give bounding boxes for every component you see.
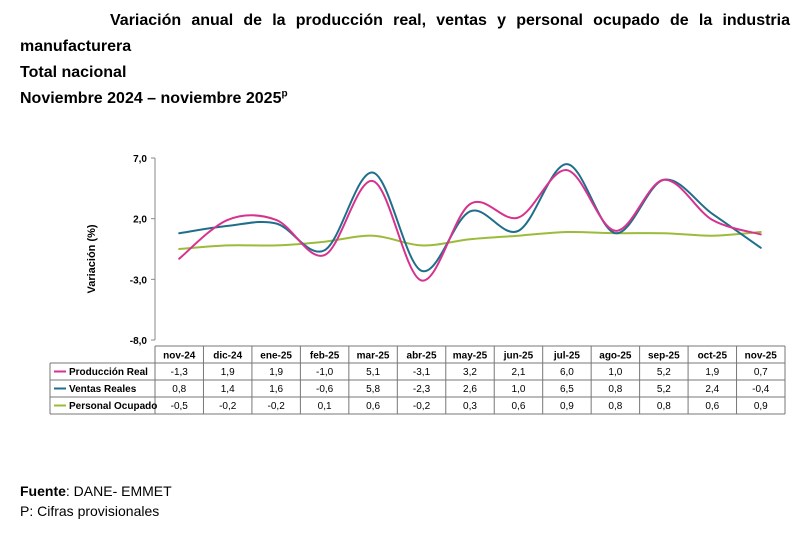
source-line: Fuente: DANE- EMMET [20, 481, 172, 501]
x-tick-label: jun-25 [503, 351, 534, 362]
x-tick-label: ago-25 [599, 351, 632, 362]
data-label: -0,6 [316, 384, 334, 395]
data-label: -1,0 [316, 367, 334, 378]
x-tick-label: dic-24 [213, 351, 242, 362]
data-label: 0,8 [657, 401, 671, 412]
data-label: 1,4 [221, 384, 235, 395]
y-tick-label: -8,0 [130, 336, 148, 347]
data-label: -3,1 [413, 367, 431, 378]
data-label: 0,8 [608, 401, 622, 412]
data-label: -0,5 [171, 401, 189, 412]
data-label: 2,1 [512, 367, 526, 378]
title-line-4: Noviembre 2024 – noviembre 2025p [20, 86, 790, 112]
legend-label: Producción Real [69, 367, 148, 378]
data-label: -0,4 [752, 384, 770, 395]
data-label: 0,9 [560, 401, 574, 412]
data-label: 6,5 [560, 384, 574, 395]
x-tick-label: mar-25 [357, 351, 390, 362]
x-tick-label: sep-25 [648, 351, 680, 362]
x-tick-label: oct-25 [698, 351, 728, 362]
data-label: 1,0 [608, 367, 622, 378]
data-label: 0,9 [754, 401, 768, 412]
title-line-1: Variación anual de la producción real, v… [110, 12, 790, 29]
series-line-personal-ocupado [178, 230, 762, 250]
y-tick-label: 7,0 [133, 154, 147, 165]
data-label: 3,2 [463, 367, 477, 378]
chart-title: Variación anual de la producción real, v… [20, 8, 790, 112]
legend-label: Ventas Reales [69, 384, 137, 395]
data-label: 0,6 [512, 401, 526, 412]
data-label: -1,3 [171, 367, 189, 378]
data-label: 0,3 [463, 401, 477, 412]
provisional-note: P: Cifras provisionales [20, 503, 160, 519]
data-label: -2,3 [413, 384, 431, 395]
x-tick-label: nov-25 [745, 351, 778, 362]
data-label: 0,1 [318, 401, 332, 412]
data-label: 1,6 [269, 384, 283, 395]
data-label: 5,8 [366, 384, 380, 395]
provisional-mark: p [281, 88, 288, 100]
source-label: Fuente [20, 483, 66, 499]
data-label: 1,9 [221, 367, 235, 378]
title-period: Noviembre 2024 – noviembre 2025 [20, 90, 282, 107]
legend-label: Personal Ocupado [69, 401, 157, 412]
series-line-produccion-real [178, 169, 762, 282]
y-axis-title: Variación (%) [86, 224, 98, 293]
x-tick-label: jul-25 [553, 351, 581, 362]
footer: Fuente: DANE- EMMET P: Cifras provisiona… [20, 481, 172, 521]
data-label: 1,9 [705, 367, 719, 378]
data-label: 0,7 [754, 367, 768, 378]
data-label: 0,6 [366, 401, 380, 412]
data-label: 2,6 [463, 384, 477, 395]
data-label: -0,2 [219, 401, 237, 412]
data-label: -0,2 [413, 401, 431, 412]
data-label: 5,1 [366, 367, 380, 378]
data-label: -0,2 [268, 401, 286, 412]
data-label: 1,9 [269, 367, 283, 378]
data-label: 5,2 [657, 384, 671, 395]
data-label: 0,6 [705, 401, 719, 412]
data-label: 0,8 [608, 384, 622, 395]
x-tick-label: may-25 [453, 351, 488, 362]
title-line-2: manufacturera [20, 38, 132, 55]
data-label: 6,0 [560, 367, 574, 378]
data-label: 1,0 [512, 384, 526, 395]
data-label: 0,8 [172, 384, 186, 395]
title-line-3: Total nacional [20, 64, 127, 81]
data-label: 5,2 [657, 367, 671, 378]
source-text: : DANE- EMMET [65, 483, 172, 499]
y-tick-label: 2,0 [133, 215, 147, 226]
y-tick-label: -3,0 [130, 275, 148, 286]
x-tick-label: ene-25 [260, 351, 292, 362]
x-tick-label: feb-25 [310, 351, 340, 362]
x-tick-label: nov-24 [163, 351, 196, 362]
data-label: 2,4 [705, 384, 719, 395]
x-tick-label: abr-25 [407, 351, 437, 362]
